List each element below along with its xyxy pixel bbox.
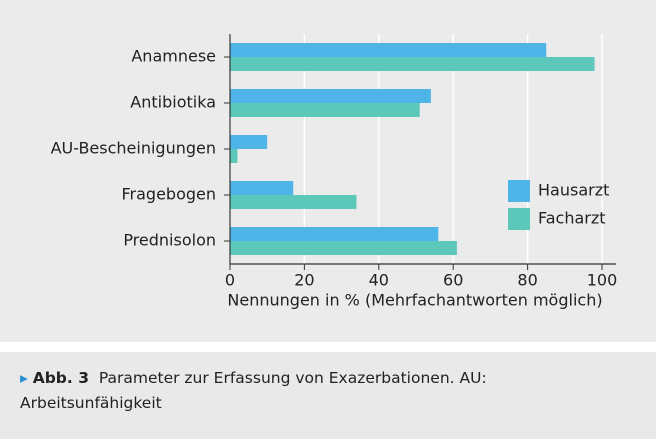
legend-swatch <box>508 180 530 202</box>
legend-label: Hausarzt <box>538 181 609 200</box>
legend-label: Facharzt <box>538 209 606 228</box>
caption-label: Abb. 3 <box>32 369 89 387</box>
bar <box>230 135 268 149</box>
bar <box>230 89 431 103</box>
x-tick-label: 40 <box>369 271 389 290</box>
caption: ▸ Abb. 3 Parameter zur Erfassung von Exa… <box>0 352 656 439</box>
bar <box>230 181 294 195</box>
x-tick-label: 60 <box>443 271 463 290</box>
x-tick-label: 80 <box>517 271 537 290</box>
caption-icon: ▸ <box>20 369 28 387</box>
bar <box>230 149 238 163</box>
bar <box>230 43 547 57</box>
y-tick-label: Fragebogen <box>121 185 216 204</box>
bar <box>230 195 357 209</box>
x-tick-label: 100 <box>587 271 618 290</box>
caption-body: Parameter zur Erfassung von Exazerbation… <box>20 369 487 412</box>
x-tick-label: 0 <box>225 271 235 290</box>
bar <box>230 241 457 255</box>
caption-text: ▸ Abb. 3 Parameter zur Erfassung von Exa… <box>20 366 580 416</box>
x-tick-label: 20 <box>294 271 314 290</box>
bar <box>230 227 439 241</box>
legend-swatch <box>508 208 530 230</box>
y-tick-label: Prednisolon <box>123 231 216 250</box>
y-tick-label: Anamnese <box>131 47 216 66</box>
bar <box>230 103 420 117</box>
y-tick-label: AU-Bescheinigungen <box>51 139 216 158</box>
chart: Nennungen in % (Mehrfachantworten möglic… <box>0 0 656 342</box>
bar <box>230 57 595 71</box>
y-tick-label: Antibiotika <box>130 93 216 112</box>
x-axis-label: Nennungen in % (Mehrfachantworten möglic… <box>227 291 602 310</box>
